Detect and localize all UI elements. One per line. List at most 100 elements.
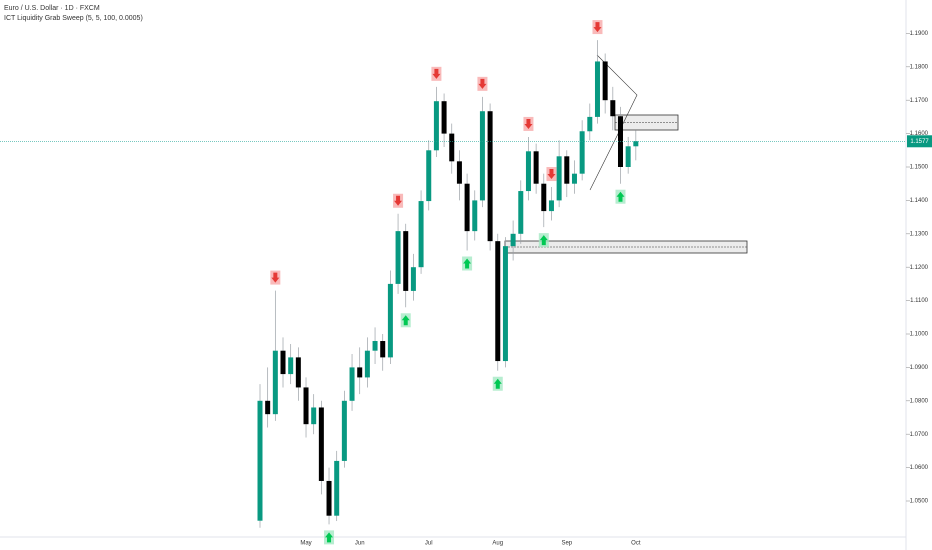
last-price-box [907,135,932,148]
candle-body [387,283,393,358]
candle-body [395,231,401,284]
plot: 1.0500 1.0600 1.0700 1.0800 1.0900 1.1000 1.11… [0,20,932,547]
candle-body [617,116,623,167]
buy-marker-arrow [616,191,625,202]
trend-lines [589,54,638,191]
y-tick-label: 1.1200 [910,265,929,271]
y-tick-label: 1.0500 [910,499,929,505]
buy-marker [538,233,549,248]
y-tick-label: 1.1900 [910,31,929,37]
candle-body [380,341,386,358]
sell-marker-arrow [593,22,602,33]
candle-body [464,183,470,232]
candle-body [303,387,309,425]
candle-body [564,156,570,184]
sell-marker [546,167,557,182]
candle-body [541,183,547,212]
buy-marker [492,376,503,391]
x-tick-label: Aug [492,541,503,547]
candle-body [479,111,485,201]
candle-body [449,133,455,162]
y-tick-label: 1.0600 [910,465,929,471]
candle-body [418,201,424,268]
candle-body [326,480,332,516]
sell-marker [523,116,534,131]
candle-body [456,161,462,184]
candle-body [556,156,562,201]
buy-marker-arrow [493,378,502,389]
y-tick-label: 1.0700 [910,432,929,438]
candle-body [633,141,639,147]
y-tick-label: 1.0800 [910,398,929,404]
candle-body [265,400,271,415]
buy-marker-arrow [401,315,410,326]
candle-body [295,357,301,388]
candle-body [334,460,340,516]
sell-marker [270,270,281,285]
y-tick-label: 1.1800 [910,64,929,70]
buy-marker [462,256,473,271]
x-tick-label: Jul [425,541,433,547]
candle-body [495,241,501,362]
sell-marker [477,76,488,91]
indicator-name: ICT Liquidity Grab Sweep (5, 5, 100, 0.0… [4,15,143,22]
candle-body [311,407,317,425]
y-tick-label: 1.1300 [910,231,929,237]
candle-body [257,400,263,521]
candle-body [410,267,416,291]
buy-marker [324,530,335,545]
candle-body [625,146,631,167]
candle-body [403,231,409,291]
buy-marker [400,313,411,328]
candle-body [587,116,593,132]
y-tick-label: 1.1000 [910,332,929,338]
candle-body [548,200,554,212]
buy-marker-arrow [325,532,334,543]
candle-body [525,151,531,192]
candle-body [510,233,516,247]
y-tick-label: 1.1500 [910,165,929,171]
sell-marker-arrow [547,169,556,180]
x-tick-label: Sep [561,541,572,547]
y-tick-label: 1.1100 [910,298,929,304]
candle-body [288,357,294,375]
last-price-label: 1.1577 [910,139,929,145]
candle-body [280,350,286,375]
candle-body [426,150,432,202]
candle-body [610,100,616,117]
x-tick-label: May [300,541,311,547]
sell-marker [431,66,442,81]
sell-marker-arrow [271,272,280,283]
candle-body [472,200,478,232]
candle-body [502,246,508,362]
sell-marker-arrow [478,78,487,89]
sell-marker-arrow [394,195,403,206]
buy-marker [615,189,626,204]
candle-body [372,341,378,351]
candle-body [518,191,524,234]
y-tick-label: 1.1400 [910,198,929,204]
candle-body [579,131,585,174]
x-tick-label: Oct [631,541,641,547]
candle-body [602,61,608,101]
buy-marker-arrow [539,235,548,246]
candle-body [272,350,278,415]
candle-body [341,400,347,461]
sell-marker [393,193,404,208]
candle-body [487,111,493,242]
y-tick-label: 1.0900 [910,365,929,371]
chart-title: Euro / U.S. Dollar · 1D · FXCM [4,5,100,12]
candle-body [349,367,355,401]
sell-marker [592,20,603,35]
candle-body [364,350,370,378]
buy-marker-arrow [463,258,472,269]
sell-marker-arrow [432,68,441,79]
x-tick-label: Jun [355,541,365,547]
candle-body [433,101,439,151]
y-tick-label: 1.1600 [910,131,929,137]
candle-body [594,61,600,117]
sell-marker-arrow [524,118,533,129]
y-tick-label: 1.1700 [910,98,929,104]
